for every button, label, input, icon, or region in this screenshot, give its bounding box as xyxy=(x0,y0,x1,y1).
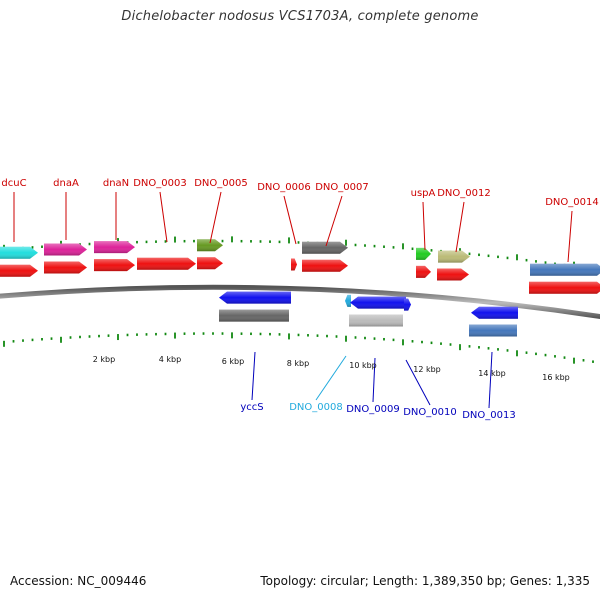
gene-features xyxy=(0,239,600,337)
leader-line xyxy=(422,201,426,251)
leader-line xyxy=(209,191,222,244)
gene-label-dcuc: dcuC xyxy=(1,178,26,189)
scale-labels: 2 kbp 4 kbp 6 kbp 8 kbp 10 kbp 12 kbp 14 kbp 16… xyxy=(93,355,570,382)
scale-label: 8 kbp xyxy=(287,359,309,368)
topology-summary: Topology: circular; Length: 1,389,350 bp… xyxy=(260,574,590,588)
gene-label-dno_0008: DNO_0008 xyxy=(289,402,343,413)
map-title: Dichelobacter nodosus VCS1703A, complete… xyxy=(121,9,479,24)
scale-label: 14 kbp xyxy=(478,369,506,378)
gene-label-dno_0010: DNO_0010 xyxy=(403,407,457,418)
gene-label-dnaa: dnaA xyxy=(53,178,79,189)
gene-label-dno_0006: DNO_0006 xyxy=(257,182,311,193)
leader-line xyxy=(567,210,573,263)
accession-text: Accession: NC_009446 xyxy=(10,574,147,588)
scale-label: 2 kbp xyxy=(93,355,115,364)
gene-label-uspa: uspA xyxy=(411,188,436,199)
gene-label-dnan: dnaN xyxy=(103,178,129,189)
gene-label-dno_0012: DNO_0012 xyxy=(437,188,491,199)
leader-line xyxy=(405,359,431,406)
gene-label-dno_0014: DNO_0014 xyxy=(545,197,599,208)
gene-label-dno_0009: DNO_0009 xyxy=(346,404,400,415)
leader-line xyxy=(325,195,343,247)
inner-ruler xyxy=(3,332,594,364)
leader-line xyxy=(372,357,376,403)
gene-label-dno_0013: DNO_0013 xyxy=(462,410,516,421)
scale-label: 6 kbp xyxy=(222,357,244,366)
gene-label-yccs: yccS xyxy=(240,402,263,413)
genome-backbone xyxy=(0,284,600,320)
scale-label: 4 kbp xyxy=(159,355,181,364)
scale-label: 16 kbp xyxy=(542,373,570,382)
gene-label-dno_0005: DNO_0005 xyxy=(194,178,248,189)
outer-ruler xyxy=(3,236,594,271)
scale-label: 12 kbp xyxy=(413,365,441,374)
leader-line xyxy=(488,351,493,409)
leader-line xyxy=(283,195,297,245)
gene-label-dno_0007: DNO_0007 xyxy=(315,182,369,193)
scale-label: 10 kbp xyxy=(349,361,377,370)
gene-label-dno_0003: DNO_0003 xyxy=(133,178,187,189)
gene-labels: dcuC dnaA dnaN DNO_0003 DNO_0005 DNO_0006 DNO_… xyxy=(1,178,598,421)
leader-line xyxy=(315,355,347,401)
leader-line xyxy=(455,201,465,253)
leader-line xyxy=(159,191,168,243)
leader-line xyxy=(251,351,256,401)
label-leaders xyxy=(13,191,573,409)
